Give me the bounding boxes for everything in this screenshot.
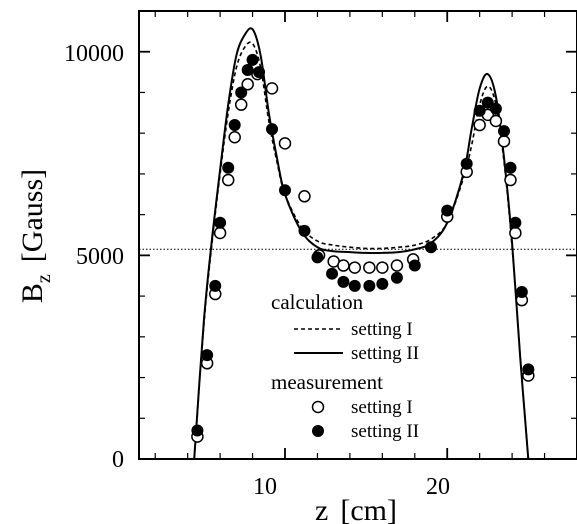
data-point-filled (337, 275, 350, 288)
y-axis-symbol: B (16, 283, 49, 303)
x-axis-symbol: z (315, 494, 328, 524)
data-point-filled (509, 216, 522, 229)
data-point-filled (504, 161, 517, 174)
data-point-filled (279, 184, 291, 197)
legend-title-calculation: calculation (271, 290, 364, 314)
y-tick-label: 5000 (76, 244, 124, 270)
data-point-open (348, 261, 362, 274)
data-point-filled (425, 241, 437, 254)
data-point-filled (489, 102, 502, 115)
data-point-filled (408, 259, 421, 272)
data-point-open (241, 78, 254, 91)
data-point-open (337, 259, 350, 272)
data-point-open (497, 135, 511, 148)
data-point-open (298, 190, 311, 203)
plot-frame (138, 10, 577, 460)
calc-curve-setting-1 (193, 41, 530, 460)
data-point-open (390, 259, 404, 272)
data-point-open (228, 131, 241, 144)
data-point-filled (298, 224, 311, 237)
data-point-filled (246, 53, 259, 66)
data-point-filled (522, 363, 535, 376)
data-point-filled (326, 267, 339, 280)
x-tick-label: 10 (253, 474, 277, 500)
data-point-filled (348, 279, 361, 292)
data-point-open (278, 137, 292, 150)
data-point-filled (228, 119, 241, 132)
data-point-open (509, 226, 522, 240)
legend: calculation setting I setting II measure… (271, 290, 419, 442)
legend-label-calc-setting-2: setting II (351, 343, 419, 364)
axis-ticks (139, 11, 577, 460)
data-point-filled (214, 216, 227, 229)
data-point-filled (363, 279, 376, 292)
data-point-open (363, 261, 376, 274)
data-point-filled (191, 424, 204, 437)
legend-label-meas-setting-1: setting I (351, 397, 413, 418)
data-point-filled (376, 277, 389, 290)
data-point-open (504, 173, 517, 187)
data-point-filled (209, 279, 222, 292)
y-tick-label: 0 (112, 447, 124, 473)
data-point-filled (390, 271, 403, 284)
data-point-filled (498, 125, 510, 138)
legend-marker-open-circle (311, 400, 325, 414)
data-point-open (221, 173, 235, 187)
x-axis-title: z [cm] (315, 494, 397, 524)
data-point-filled (266, 123, 279, 136)
x-tick-label: 20 (426, 474, 450, 500)
data-point-open (213, 226, 227, 240)
data-point-filled (311, 251, 324, 264)
legend-marker-filled-circle (312, 425, 324, 437)
data-point-filled (441, 204, 454, 217)
data-point-open (376, 261, 389, 274)
y-axis-unit: [Gauss] (16, 169, 49, 262)
data-point-open (265, 82, 279, 95)
data-point-filled (253, 66, 266, 79)
data-point-filled (235, 86, 248, 99)
y-tick-label: 10000 (64, 41, 124, 67)
data-point-filled (201, 349, 214, 362)
legend-label-calc-setting-1: setting I (351, 319, 413, 340)
data-point-filled (473, 104, 486, 117)
data-point-filled (515, 286, 528, 299)
curves-group (193, 27, 530, 460)
x-axis-unit: [cm] (340, 494, 397, 524)
data-point-filled (222, 161, 235, 174)
data-point-filled (460, 157, 473, 170)
points-group (191, 53, 535, 443)
calc-curve-setting-2 (193, 27, 530, 460)
data-point-open (234, 98, 248, 111)
data-point-open (489, 114, 503, 128)
data-point-open (473, 118, 486, 132)
y-axis-title: Bz [Gauss] (16, 169, 55, 303)
y-axis-subscript: z (33, 274, 55, 283)
legend-title-measurement: measurement (271, 370, 383, 394)
data-point-filled (241, 64, 254, 77)
legend-label-meas-setting-2: setting II (351, 421, 419, 442)
